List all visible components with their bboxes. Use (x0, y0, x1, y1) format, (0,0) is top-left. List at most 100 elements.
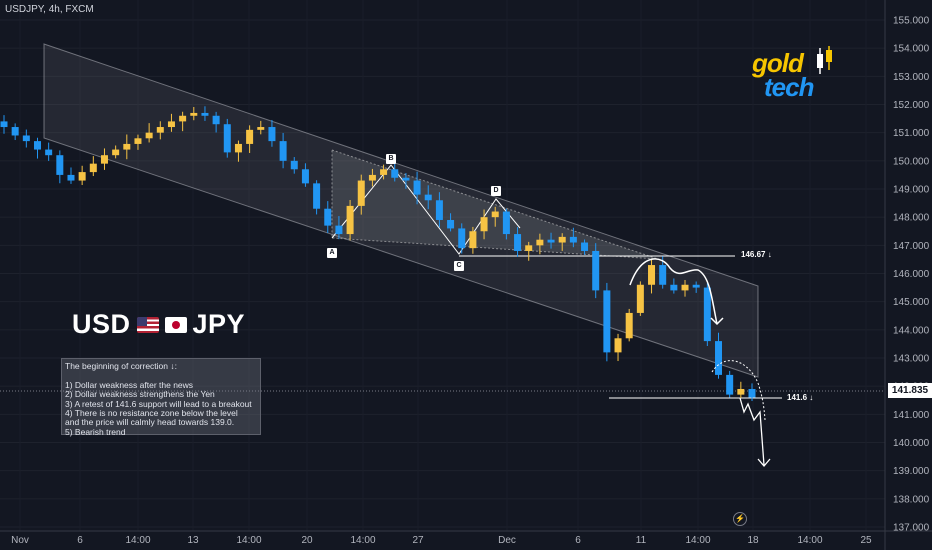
pattern-point-d: D (491, 186, 501, 196)
pattern-point-b: B (386, 154, 396, 164)
chart-overlay (629, 258, 771, 467)
candle-body (346, 205, 354, 235)
y-tick-label: 154.000 (893, 44, 930, 55)
candle-body (167, 121, 175, 128)
candle-body (558, 236, 566, 243)
x-tick-label: 14:00 (797, 535, 822, 546)
note-line: 4) There is no resistance zone below the… (65, 408, 238, 419)
candle-body (212, 115, 220, 125)
candle-body (636, 284, 644, 313)
candle-body (11, 127, 19, 136)
x-tick-label: 27 (412, 535, 424, 546)
y-tick-label: 152.000 (893, 100, 930, 111)
candle-body (89, 163, 97, 173)
candle-body (78, 172, 86, 181)
x-tick-label: 13 (187, 535, 199, 546)
candle-body (268, 127, 276, 142)
y-tick-label: 149.000 (893, 185, 930, 196)
candle-logo-icon (817, 46, 832, 74)
y-tick-label: 144.000 (893, 325, 930, 336)
candle-body (67, 174, 75, 181)
candle-body (491, 211, 499, 218)
x-tick-label: Dec (498, 535, 516, 546)
candle-body (715, 341, 723, 375)
abcd-pattern (331, 164, 521, 255)
note-line: 2) Dollar weakness strengthens the Yen (65, 389, 215, 400)
note-line: 5) Bearish trend (65, 426, 126, 437)
x-tick-label: 6 (575, 535, 581, 546)
pattern-point-a: A (327, 248, 337, 258)
candle-body (592, 250, 600, 291)
y-tick-label: 146.000 (893, 269, 930, 280)
candle-body (614, 338, 622, 353)
note-line: 1) Dollar weakness after the news (65, 379, 194, 390)
y-tick-label: 147.000 (893, 241, 930, 252)
candle-body (726, 374, 734, 395)
candle-body (402, 177, 410, 181)
candle-body (179, 115, 187, 122)
candle-body (525, 245, 533, 251)
candle-body (123, 143, 131, 150)
candle-body (112, 149, 120, 156)
y-tick-label: 137.000 (893, 523, 930, 534)
symbol-title: USDJPY, 4h, FXCM (5, 4, 94, 15)
triangle-zone (331, 149, 659, 260)
y-tick-label: 140.000 (893, 438, 930, 449)
arrow-down-icon (710, 317, 724, 326)
candle-body (391, 169, 399, 178)
candle-body (648, 265, 656, 285)
us-flag-icon (136, 316, 159, 333)
candle-body (223, 124, 231, 153)
candle-body (0, 121, 8, 128)
x-tick-label: 6 (77, 535, 83, 546)
y-tick-label: 143.000 (893, 354, 930, 365)
candle-body (100, 155, 108, 164)
x-tick-label: 14:00 (685, 535, 710, 546)
projection-path-2 (711, 360, 766, 421)
lightning-icon[interactable]: ⚡ (733, 512, 747, 526)
candle-body (625, 312, 633, 339)
projection-path-1 (629, 258, 718, 325)
candle-body (22, 135, 30, 142)
candle-body (134, 138, 142, 144)
analysis-notes[interactable]: The beginning of correction ↓: 1) Dollar… (61, 358, 261, 437)
candle-body (435, 200, 443, 220)
note-line: 3) A retest of 141.6 support will lead t… (65, 398, 252, 409)
candle-body (324, 208, 332, 226)
candle-body (502, 211, 510, 235)
y-tick-label: 151.000 (893, 128, 930, 139)
candle-body (56, 155, 64, 175)
y-tick-label: 155.000 (893, 16, 930, 27)
descending-channel (43, 43, 759, 378)
candle-body (413, 180, 421, 195)
candle-body (313, 183, 321, 209)
x-tick-label: Nov (11, 535, 29, 546)
candle-body (569, 236, 577, 243)
current-price-tag: 141.835 (888, 383, 932, 398)
candle-body (279, 141, 287, 161)
pattern-point-c: C (454, 261, 464, 271)
candle-body (201, 112, 209, 116)
arrow-down-icon (757, 458, 771, 467)
candle-body (659, 265, 667, 285)
candle-body (45, 149, 53, 156)
price-axis: 155.000 154.000 153.000 152.000 151.000 150.0… (884, 0, 932, 550)
candle-body (234, 143, 242, 153)
goldtech-logo: gold tech (752, 46, 842, 106)
logo-gold-text: gold (752, 48, 804, 78)
candle-body (246, 129, 254, 144)
candle-body (156, 127, 164, 133)
y-tick-label: 141.000 (893, 410, 930, 421)
candle-body (257, 127, 265, 130)
candle-body (458, 228, 466, 249)
candle-body (692, 284, 700, 288)
candle-body (357, 180, 365, 206)
candle-body (380, 169, 388, 175)
y-tick-label: 153.000 (893, 72, 930, 83)
x-tick-label: 20 (301, 535, 313, 546)
x-tick-label: 14:00 (236, 535, 261, 546)
candle-body (301, 169, 309, 184)
candle-body (547, 239, 555, 243)
quote-currency: JPY (192, 309, 246, 339)
